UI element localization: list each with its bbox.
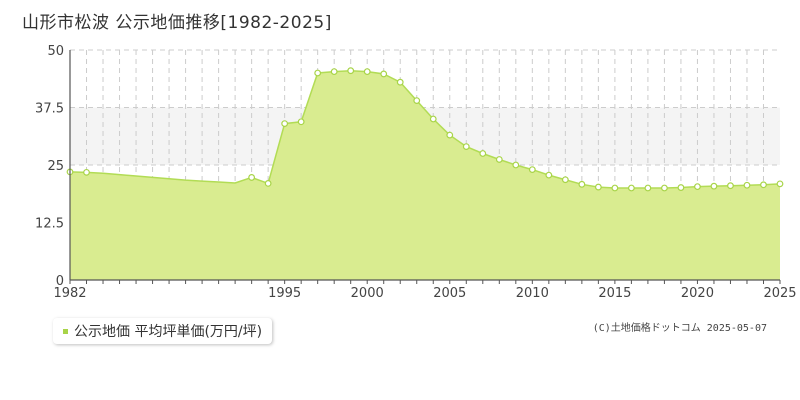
- data-point-marker: [479, 150, 487, 157]
- data-point-marker: [429, 115, 437, 123]
- data-point-marker: [495, 156, 503, 163]
- data-point-marker: [677, 184, 685, 191]
- legend: 公示地価 平均坪単価(万円/坪): [53, 318, 273, 344]
- x-axis-tick-label: 1982: [53, 286, 86, 301]
- x-axis-tick-label: 1995: [268, 286, 301, 301]
- series-area: [70, 70, 780, 280]
- data-point-marker: [694, 183, 701, 191]
- data-point-marker: [396, 78, 404, 86]
- chart-title: 山形市松波 公示地価推移[1982-2025]: [22, 13, 332, 33]
- data-point-marker: [281, 120, 289, 127]
- data-point-marker: [776, 180, 784, 188]
- y-axis-tick-label: 37.5: [35, 102, 64, 117]
- x-axis-tick-label: 2025: [763, 286, 796, 301]
- data-point-marker: [661, 184, 668, 192]
- data-point-marker: [380, 70, 388, 78]
- data-point-marker: [512, 161, 520, 169]
- data-point-marker: [743, 181, 751, 189]
- chart-markers: [66, 67, 784, 192]
- x-axis-tick-label: 2015: [598, 286, 631, 301]
- y-axis-tick-label: 25: [47, 159, 64, 174]
- data-point-marker: [578, 180, 586, 188]
- credit-text: (C)土地価格ドットコム 2025-05-07: [592, 323, 767, 334]
- data-point-marker: [314, 69, 322, 77]
- data-point-marker: [264, 179, 272, 187]
- y-axis-tick-label: 12.5: [35, 217, 64, 232]
- x-axis-tick-label: 2005: [433, 286, 466, 301]
- y-axis-tick-label: 50: [47, 44, 64, 59]
- data-point-marker: [710, 182, 718, 190]
- data-point-marker: [611, 184, 619, 192]
- data-point-marker: [347, 67, 355, 75]
- x-axis-tick-label: 2020: [681, 286, 714, 301]
- data-point-marker: [644, 184, 652, 192]
- data-point-marker: [528, 166, 536, 174]
- data-point-marker: [446, 131, 454, 139]
- data-point-marker: [248, 174, 256, 181]
- data-point-marker: [413, 97, 421, 104]
- data-point-marker: [462, 143, 470, 151]
- chart-axes: [69, 50, 781, 284]
- y-axis-tick-label: 0: [56, 274, 64, 289]
- x-axis-tick-label: 2000: [351, 286, 384, 301]
- x-axis-tick-label: 2010: [516, 286, 549, 301]
- x-axis-tick-labels: 1982 1995 2000 2005 2010 2015 2020 2025: [53, 286, 796, 301]
- data-point-marker: [297, 118, 305, 126]
- y-axis-tick-labels: 0 12.5 25 37.5 50: [35, 44, 64, 289]
- data-point-marker: [627, 184, 635, 192]
- data-point-marker: [727, 182, 734, 190]
- data-point-marker: [545, 171, 553, 179]
- data-point-marker: [760, 181, 767, 189]
- data-point-marker: [561, 176, 569, 184]
- legend-label: 公示地価 平均坪単価(万円/坪): [74, 324, 263, 340]
- chart-area-layer: [69, 69, 781, 280]
- legend-swatch: [63, 328, 68, 334]
- data-point-marker: [594, 183, 602, 191]
- data-point-marker: [363, 68, 371, 76]
- data-point-marker: [330, 68, 338, 76]
- data-point-marker: [83, 168, 90, 176]
